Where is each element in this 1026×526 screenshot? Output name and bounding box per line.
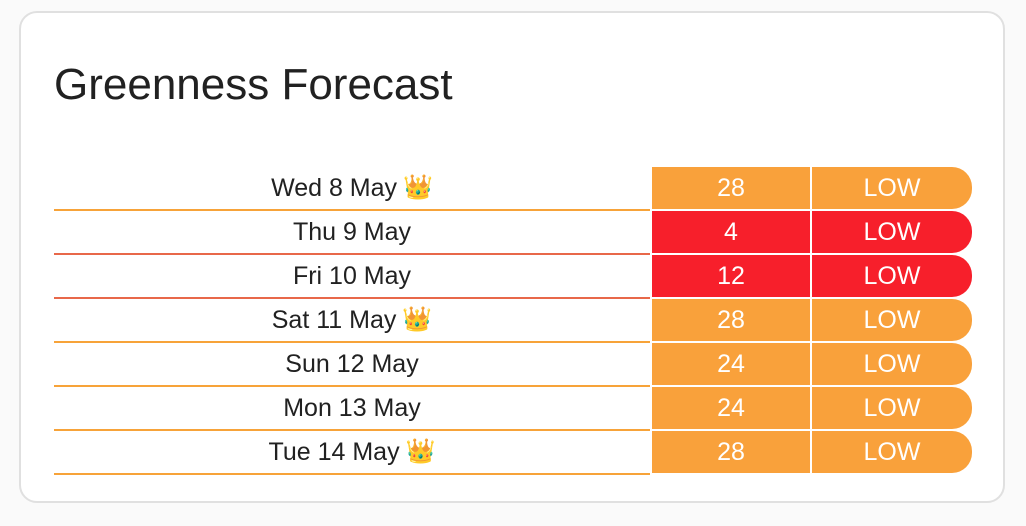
- forecast-value: 28: [652, 167, 810, 209]
- forecast-value: 28: [652, 431, 810, 473]
- crown-icon: 👑: [403, 174, 433, 201]
- forecast-date-cell: Sun 12 May: [54, 343, 650, 387]
- card-title: Greenness Forecast: [54, 60, 453, 109]
- forecast-date: Mon 13 May: [283, 393, 421, 422]
- forecast-value: 4: [652, 211, 810, 253]
- forecast-table: Wed 8 May 👑 28 LOW Thu 9 May 4 LOW Fri 1…: [54, 167, 974, 475]
- forecast-level: LOW: [812, 387, 972, 429]
- crown-icon: 👑: [402, 306, 433, 333]
- forecast-value: 12: [652, 255, 810, 297]
- forecast-value: 24: [652, 343, 810, 385]
- forecast-date-cell: Tue 14 May 👑: [54, 431, 650, 475]
- forecast-level: LOW: [812, 211, 972, 253]
- forecast-row: Sun 12 May 24 LOW: [54, 343, 974, 387]
- forecast-date: Wed 8 May: [271, 173, 398, 202]
- forecast-date-cell: Wed 8 May 👑: [54, 167, 650, 211]
- forecast-card: Greenness Forecast Wed 8 May 👑 28 LOW Th…: [19, 11, 1005, 503]
- forecast-row: Mon 13 May 24 LOW: [54, 387, 974, 431]
- forecast-level: LOW: [812, 343, 972, 385]
- forecast-level: LOW: [812, 431, 972, 473]
- forecast-row: Thu 9 May 4 LOW: [54, 211, 974, 255]
- forecast-row: Sat 11 May 👑 28 LOW: [54, 299, 974, 343]
- forecast-row: Tue 14 May 👑 28 LOW: [54, 431, 974, 475]
- forecast-date: Sat 11 May: [271, 305, 397, 334]
- forecast-row: Fri 10 May 12 LOW: [54, 255, 974, 299]
- forecast-date: Thu 9 May: [292, 217, 412, 246]
- forecast-level: LOW: [812, 255, 972, 297]
- forecast-value: 28: [652, 299, 810, 341]
- forecast-date: Tue 14 May: [268, 437, 400, 466]
- forecast-date-cell: Sat 11 May 👑: [54, 299, 650, 343]
- forecast-date-cell: Thu 9 May: [54, 211, 650, 255]
- forecast-row: Wed 8 May 👑 28 LOW: [54, 167, 974, 211]
- forecast-level: LOW: [812, 299, 972, 341]
- forecast-value: 24: [652, 387, 810, 429]
- forecast-date-cell: Mon 13 May: [54, 387, 650, 431]
- forecast-level: LOW: [812, 167, 972, 209]
- forecast-date-cell: Fri 10 May: [54, 255, 650, 299]
- crown-icon: 👑: [405, 438, 436, 465]
- forecast-date: Sun 12 May: [285, 349, 419, 378]
- forecast-date: Fri 10 May: [292, 261, 412, 290]
